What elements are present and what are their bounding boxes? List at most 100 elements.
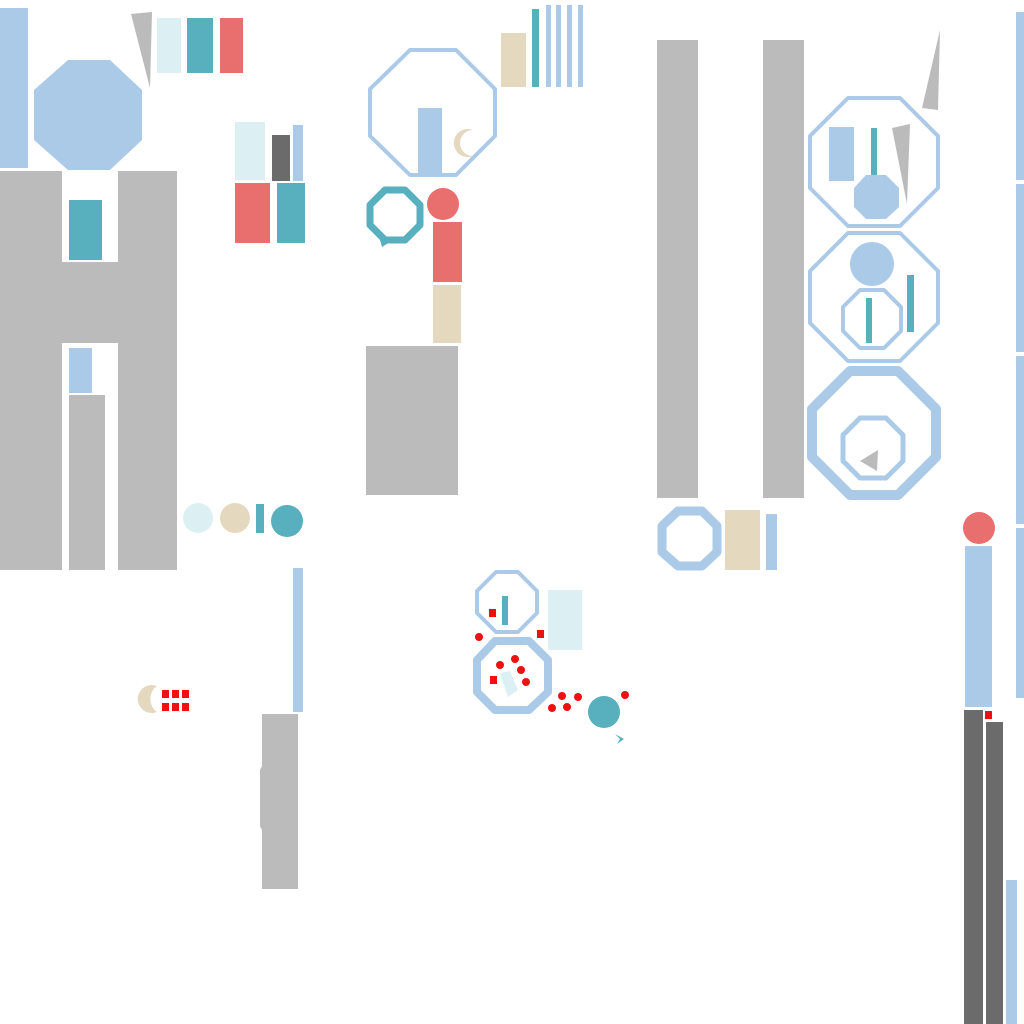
red-marker	[172, 703, 179, 711]
blue-inner-block	[829, 127, 854, 181]
dark-gray-pillar	[964, 710, 983, 1024]
top-left-figure	[0, 8, 243, 570]
light-blue-panel	[548, 590, 582, 650]
teal-rod	[907, 275, 914, 332]
gray-h-frame	[0, 171, 177, 570]
red-marker	[522, 678, 530, 686]
center-bottom-cluster	[473, 570, 629, 744]
gray-triangle-icon	[860, 450, 878, 471]
light-blue-crescent-icon	[466, 96, 480, 124]
red-marker	[182, 690, 189, 698]
teal-rod	[866, 298, 872, 343]
blue-octagon-ring-icon	[473, 637, 552, 714]
red-marker	[574, 693, 582, 701]
red-marker	[182, 703, 189, 711]
tan-dot	[220, 503, 250, 533]
teal-rod	[502, 596, 508, 625]
teal-rod	[532, 9, 539, 87]
pillar-pair	[657, 40, 804, 571]
red-marker	[563, 703, 571, 711]
blue-rod	[567, 5, 572, 87]
blue-octagon-ring-icon	[807, 366, 941, 500]
blue-inner-block	[418, 108, 442, 173]
blue-rod	[556, 5, 561, 87]
tan-crescent-icon	[137, 685, 157, 713]
blue-octagon-outline-icon	[475, 570, 539, 634]
red-marker	[621, 691, 629, 699]
red-marker	[490, 676, 497, 684]
right-edge-group	[963, 12, 1024, 1024]
red-marker	[548, 704, 556, 712]
right-circle-stack	[807, 30, 941, 500]
block-cluster-left	[235, 122, 305, 243]
left-edge-blue-bar	[0, 8, 28, 168]
tan-block	[501, 33, 526, 87]
light-blue-tile	[235, 122, 265, 180]
blue-tall-rod	[293, 568, 303, 712]
teal-tail	[380, 240, 390, 247]
blue-octagon-outline-icon	[808, 96, 940, 228]
blue-octagon-outline-icon	[808, 231, 940, 363]
gray-wedge-icon	[892, 124, 910, 204]
gray-wedge-icon	[922, 30, 940, 110]
teal-tile	[277, 183, 305, 243]
red-marker	[558, 692, 566, 700]
light-blue-block	[157, 18, 181, 73]
gray-tall-pillar	[763, 40, 804, 498]
right-edge-rod	[1016, 528, 1024, 698]
teal-arrow-icon	[615, 734, 624, 744]
gray-inner-pillar	[69, 395, 105, 570]
red-marker	[489, 609, 496, 617]
teal-rod	[871, 128, 877, 175]
red-marker	[496, 661, 504, 669]
blue-octagon-outline-icon	[368, 48, 497, 177]
blue-octagon-ring-icon	[657, 506, 722, 571]
gray-tall-pillar	[657, 40, 698, 498]
blue-thin-tile	[293, 125, 303, 181]
red-dot	[963, 512, 995, 544]
right-edge-rod	[1016, 184, 1024, 352]
red-marker	[162, 690, 169, 698]
red-marker	[511, 655, 519, 663]
light-blue-leaf-icon	[500, 671, 518, 697]
dot-row	[183, 503, 303, 537]
blue-rod	[546, 5, 551, 87]
top-center-cluster	[366, 5, 583, 495]
red-marker	[517, 666, 525, 674]
lower-left-group	[137, 568, 303, 889]
light-blue-dot	[183, 503, 213, 533]
gray-wedge-icon	[131, 12, 152, 88]
red-marker	[172, 690, 179, 698]
red-marker	[985, 711, 992, 719]
dark-gray-pillar	[986, 722, 1003, 1024]
teal-block	[187, 18, 213, 73]
blue-octagon-outline-icon	[841, 288, 903, 350]
blue-small-octagon	[854, 175, 899, 219]
tan-block	[725, 510, 760, 570]
blue-tall-pillar	[965, 546, 992, 707]
right-edge-rod	[1016, 12, 1024, 180]
blue-rod	[578, 5, 583, 87]
teal-window	[69, 200, 102, 260]
teal-octagon-ring-icon	[366, 186, 424, 244]
red-dot	[427, 188, 459, 220]
tan-pillar	[433, 285, 461, 343]
gray-column	[260, 714, 298, 889]
gray-large-block	[366, 346, 458, 495]
blue-dot	[850, 242, 894, 286]
blue-bottom-rod	[1006, 880, 1017, 1024]
teal-tick	[256, 504, 264, 533]
red-tile	[235, 183, 270, 243]
red-block	[220, 18, 243, 73]
teal-dot	[271, 505, 303, 537]
teal-dot	[588, 696, 620, 728]
right-edge-rod	[1016, 356, 1024, 524]
blue-thin-tile	[766, 514, 777, 570]
red-marker	[537, 630, 544, 638]
red-pillar	[433, 222, 462, 282]
large-blue-octagon	[34, 60, 142, 170]
blue-octagon-outline-icon	[840, 415, 906, 481]
dark-gray-tile	[272, 135, 290, 181]
red-marker	[475, 633, 483, 641]
